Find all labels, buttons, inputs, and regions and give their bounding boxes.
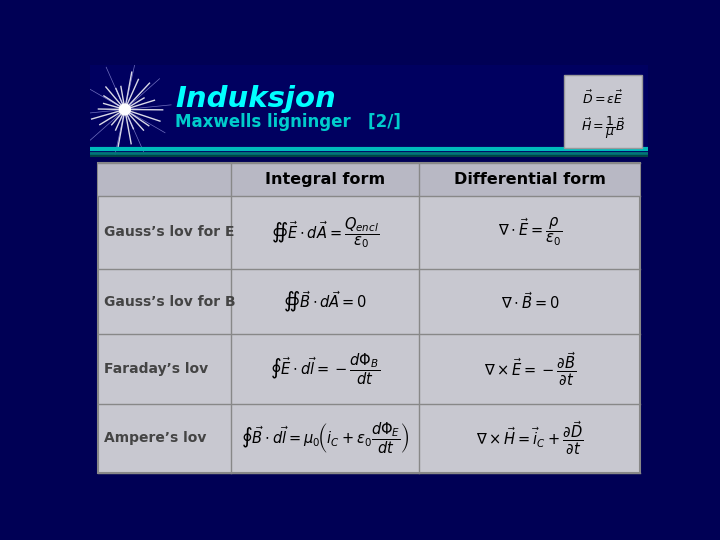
- Text: $\oint \vec{E}\cdot d\vec{l} = -\dfrac{d\Phi_B}{dt}$: $\oint \vec{E}\cdot d\vec{l} = -\dfrac{d…: [270, 352, 380, 387]
- Text: $\oiint \vec{E}\cdot d\vec{A} = \dfrac{Q_{encl}}{\varepsilon_0}$: $\oiint \vec{E}\cdot d\vec{A} = \dfrac{Q…: [271, 215, 379, 250]
- Text: $\oint \vec{B}\cdot d\vec{l} = \mu_0\!\left(i_C + \varepsilon_0\dfrac{d\Phi_E}{d: $\oint \vec{B}\cdot d\vec{l} = \mu_0\!\l…: [241, 421, 410, 456]
- Text: Induksjon: Induksjon: [175, 85, 336, 113]
- Text: Ampere’s lov: Ampere’s lov: [104, 431, 207, 446]
- Text: $\vec{D} = \varepsilon\vec{E}$: $\vec{D} = \varepsilon\vec{E}$: [582, 90, 624, 107]
- Circle shape: [120, 104, 130, 115]
- Text: $\nabla \times \vec{H} = \vec{i}_C + \dfrac{\partial \vec{D}}{\partial t}$: $\nabla \times \vec{H} = \vec{i}_C + \df…: [476, 420, 583, 457]
- Text: Differential form: Differential form: [454, 172, 606, 187]
- Text: Maxwells ligninger   [2/]: Maxwells ligninger [2/]: [175, 113, 401, 131]
- Text: $\vec{H} = \dfrac{1}{\mu}\vec{B}$: $\vec{H} = \dfrac{1}{\mu}\vec{B}$: [581, 114, 625, 141]
- Text: Faraday’s lov: Faraday’s lov: [104, 362, 208, 376]
- Text: Gauss’s lov for E: Gauss’s lov for E: [104, 225, 235, 239]
- Bar: [90, 65, 648, 156]
- Bar: [564, 75, 642, 148]
- Text: $\nabla \cdot \vec{E} = \dfrac{\rho}{\varepsilon_0}$: $\nabla \cdot \vec{E} = \dfrac{\rho}{\va…: [498, 216, 562, 248]
- Text: $\oiint \vec{B}\cdot d\vec{A} = 0$: $\oiint \vec{B}\cdot d\vec{A} = 0$: [283, 289, 367, 314]
- Text: $\nabla \times \vec{E} = -\dfrac{\partial \vec{B}}{\partial t}$: $\nabla \times \vec{E} = -\dfrac{\partia…: [484, 350, 576, 388]
- Text: Gauss’s lov for B: Gauss’s lov for B: [104, 295, 235, 308]
- Bar: [98, 164, 640, 195]
- Text: $\nabla \cdot \vec{B} = 0$: $\nabla \cdot \vec{B} = 0$: [500, 291, 559, 312]
- Bar: [98, 164, 640, 473]
- Text: Integral form: Integral form: [265, 172, 385, 187]
